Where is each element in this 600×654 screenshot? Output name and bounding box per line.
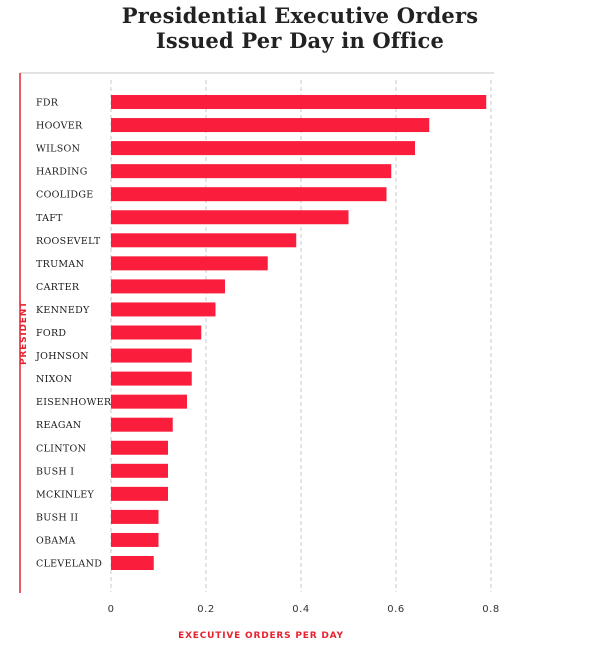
category-label: CLEVELAND xyxy=(36,559,102,570)
category-label: HOOVER xyxy=(36,121,83,132)
bar xyxy=(111,256,268,271)
x-axis-title: EXECUTIVE ORDERS PER DAY xyxy=(178,631,344,641)
bar xyxy=(111,118,430,133)
bar xyxy=(111,348,192,363)
bar xyxy=(111,532,159,547)
category-label: NIXON xyxy=(36,374,72,385)
chart-title: Presidential Executive Orders Issued Per… xyxy=(0,3,600,53)
category-label: MCKINLEY xyxy=(36,489,95,500)
x-axis-ticks: 0 0.2 0.4 0.6 0.8 xyxy=(108,604,500,615)
category-label: WILSON xyxy=(36,144,80,155)
bar xyxy=(111,371,192,386)
category-label: EISENHOWER xyxy=(36,397,112,408)
bar xyxy=(111,164,392,179)
bar xyxy=(111,210,349,225)
bar xyxy=(111,394,187,409)
bar xyxy=(111,486,168,501)
bar xyxy=(111,187,387,202)
category-label: CLINTON xyxy=(36,443,86,454)
bars xyxy=(111,95,487,570)
chart-title-line-2: Issued Per Day in Office xyxy=(155,28,445,53)
category-label: ROOSEVELT xyxy=(36,236,101,247)
category-label: JOHNSON xyxy=(35,351,89,362)
category-label: BUSH I xyxy=(36,466,74,477)
category-label: BUSH II xyxy=(36,512,78,523)
category-label: COOLIDGE xyxy=(36,190,93,201)
bar xyxy=(111,325,202,340)
bar xyxy=(111,95,487,109)
bar xyxy=(111,509,159,524)
category-label: TAFT xyxy=(36,213,63,224)
bar xyxy=(111,417,173,432)
bar xyxy=(111,463,168,478)
bar xyxy=(111,233,297,248)
x-tick-label: 0.2 xyxy=(197,604,214,615)
category-label: OBAMA xyxy=(36,535,76,546)
category-label: FDR xyxy=(36,98,59,109)
chart-frame xyxy=(19,72,494,593)
category-label: CARTER xyxy=(36,282,80,293)
category-label: KENNEDY xyxy=(36,305,90,316)
category-label: TRUMAN xyxy=(36,259,84,270)
bar xyxy=(111,302,216,317)
x-tick-label: 0.4 xyxy=(292,604,309,615)
y-axis-title: PRESIDENT xyxy=(19,301,29,365)
category-label: HARDING xyxy=(36,167,88,178)
x-tick-label: 0.8 xyxy=(482,604,499,615)
chart-title-line-1: Presidential Executive Orders xyxy=(121,3,479,28)
bar xyxy=(111,440,168,455)
category-label: FORD xyxy=(36,328,66,339)
bar xyxy=(111,556,154,570)
category-labels: FDR HOOVER WILSON HARDING COOLIDGE TAFT ROOSEV… xyxy=(35,98,112,570)
bar xyxy=(111,279,225,294)
bar xyxy=(111,141,415,156)
x-tick-label: 0 xyxy=(108,604,115,615)
x-tick-label: 0.6 xyxy=(387,604,404,615)
category-label: REAGAN xyxy=(36,420,82,431)
